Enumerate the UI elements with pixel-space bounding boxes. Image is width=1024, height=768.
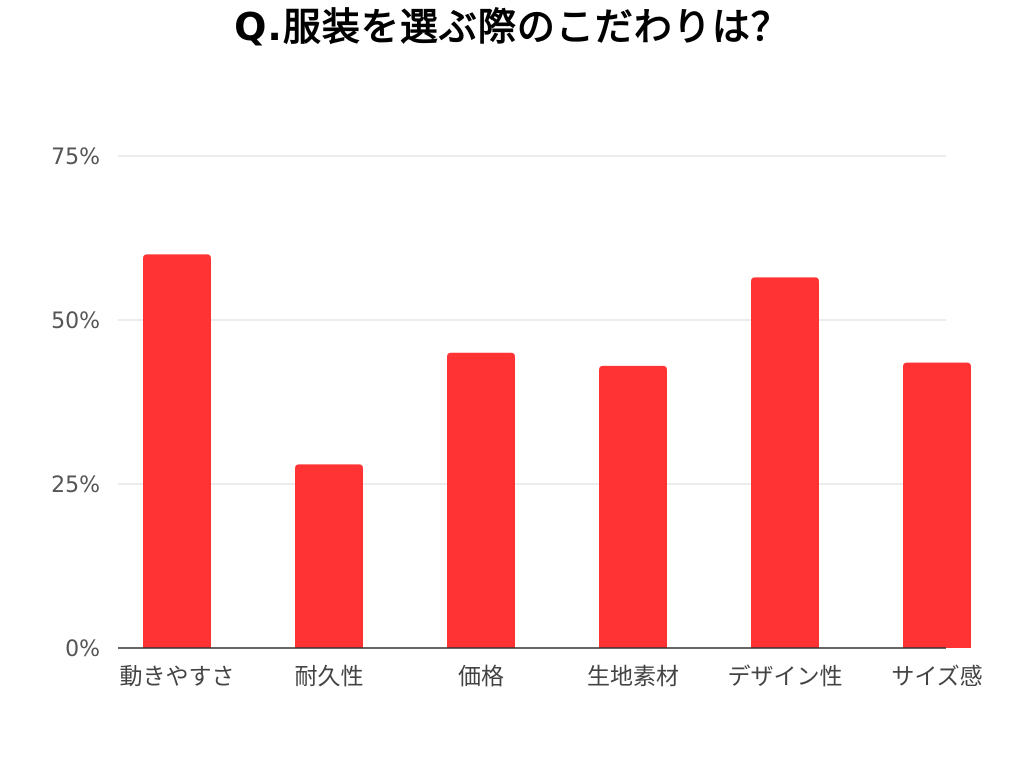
y-tick-label: 75% [51, 145, 100, 170]
x-axis-category-labels: 動きやすさ 耐久性 価格 生地素材 デザイン性 サイズ感 [120, 664, 983, 690]
bar [295, 464, 363, 648]
bar [143, 254, 211, 648]
gridlines [118, 155, 946, 485]
y-tick-label: 0% [65, 637, 100, 662]
bar [447, 352, 515, 648]
x-category-label: 生地素材 [587, 664, 679, 690]
x-category-label: 耐久性 [295, 664, 364, 690]
y-tick-label: 25% [51, 473, 100, 498]
bar [903, 362, 971, 648]
bar [599, 365, 667, 648]
y-axis-tick-labels: 0% 25% 50% 75% [51, 145, 100, 662]
x-category-label: デザイン性 [728, 664, 843, 690]
x-category-label: 動きやすさ [120, 664, 235, 690]
y-tick-label: 50% [51, 309, 100, 334]
chart-title: Q.服装を選ぶ際のこだわりは？ [234, 5, 790, 49]
bar [751, 277, 819, 648]
x-category-label: サイズ感 [891, 664, 982, 690]
x-category-label: 価格 [458, 664, 504, 690]
bars [143, 254, 971, 648]
